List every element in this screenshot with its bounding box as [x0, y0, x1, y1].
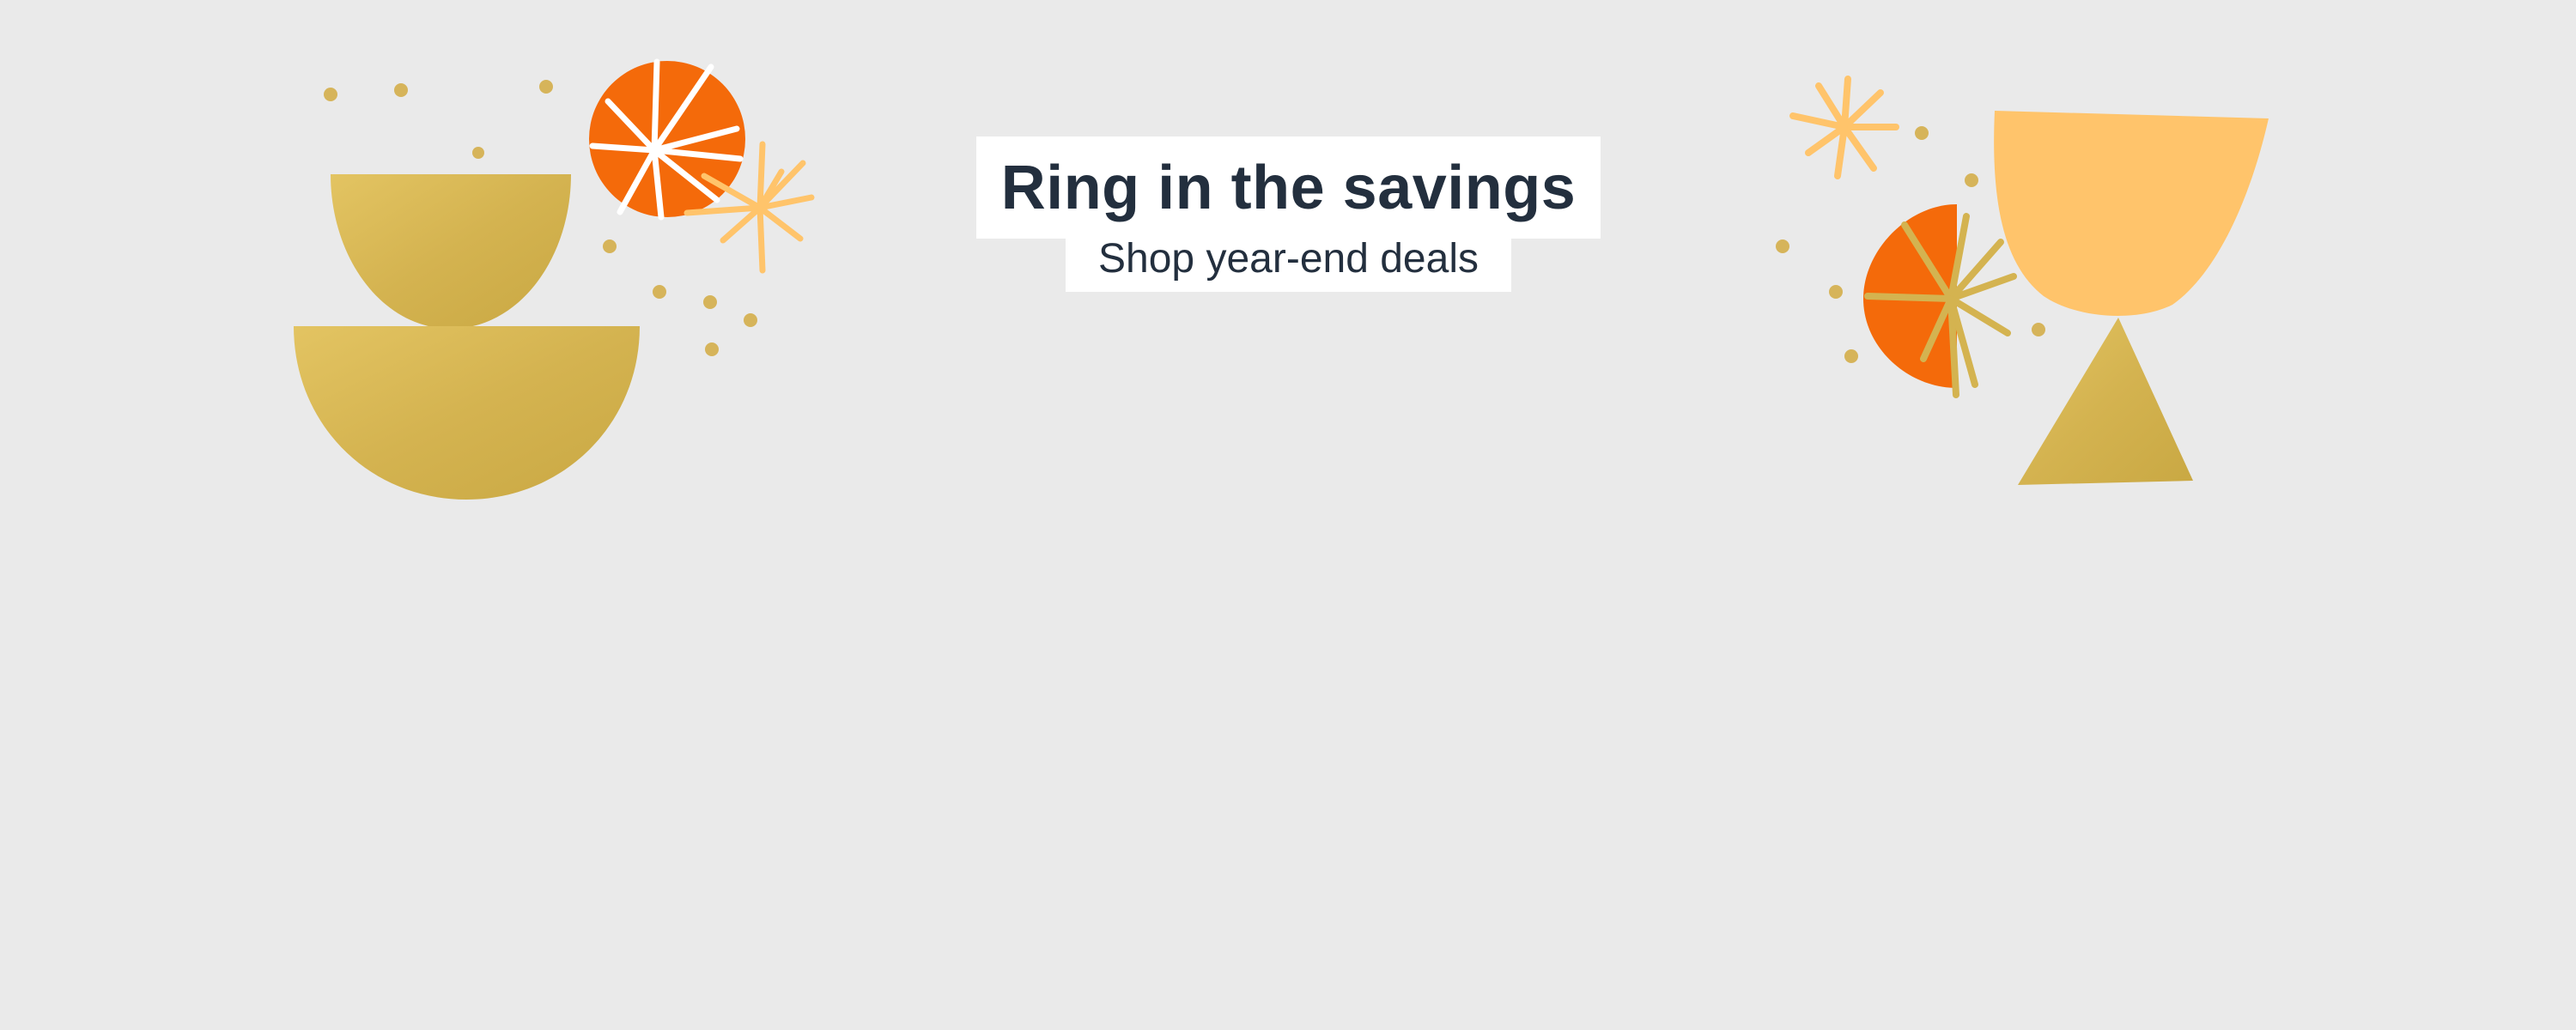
left-decor-group	[294, 58, 815, 500]
subheadline-box: Shop year-end deals	[1066, 225, 1511, 292]
gold-dots-right	[1776, 126, 2045, 363]
peach-starburst-left	[683, 141, 815, 274]
headline-text: Ring in the savings	[1000, 153, 1577, 222]
peach-starburst-right	[1789, 76, 1899, 179]
peach-goblet-cup-shape	[1994, 111, 2269, 316]
gold-large-half-circle-shape	[294, 326, 640, 500]
gold-triangle-shape	[2018, 318, 2193, 485]
headline-box: Ring in the savings	[976, 136, 1601, 239]
gold-dots-left	[324, 80, 757, 356]
subheadline-text: Shop year-end deals	[1098, 235, 1479, 282]
orange-circle-shape	[589, 58, 745, 221]
right-decor-group	[1776, 76, 2269, 485]
gold-half-bowl-shape	[331, 174, 571, 329]
gold-starburst-right	[1864, 213, 2017, 398]
